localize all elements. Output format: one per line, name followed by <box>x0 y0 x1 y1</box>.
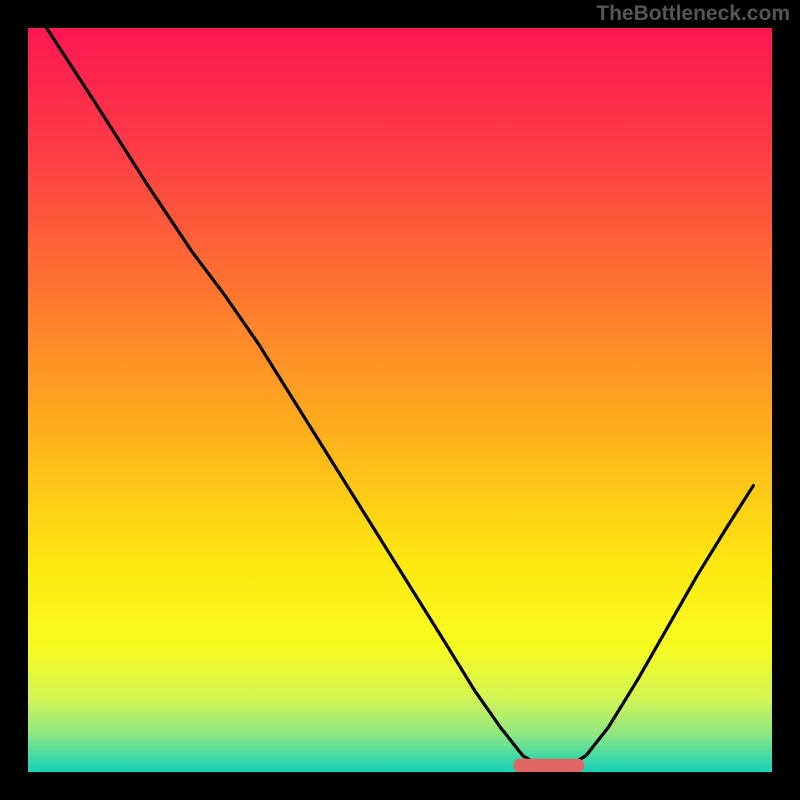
plot-background <box>28 28 772 772</box>
border-right <box>772 0 800 800</box>
border-left <box>0 0 28 800</box>
chart-frame: TheBottleneck.com <box>0 0 800 800</box>
optimal-marker <box>513 759 584 772</box>
bottleneck-chart <box>0 0 800 800</box>
border-bottom <box>0 772 800 800</box>
watermark-text: TheBottleneck.com <box>596 2 790 26</box>
